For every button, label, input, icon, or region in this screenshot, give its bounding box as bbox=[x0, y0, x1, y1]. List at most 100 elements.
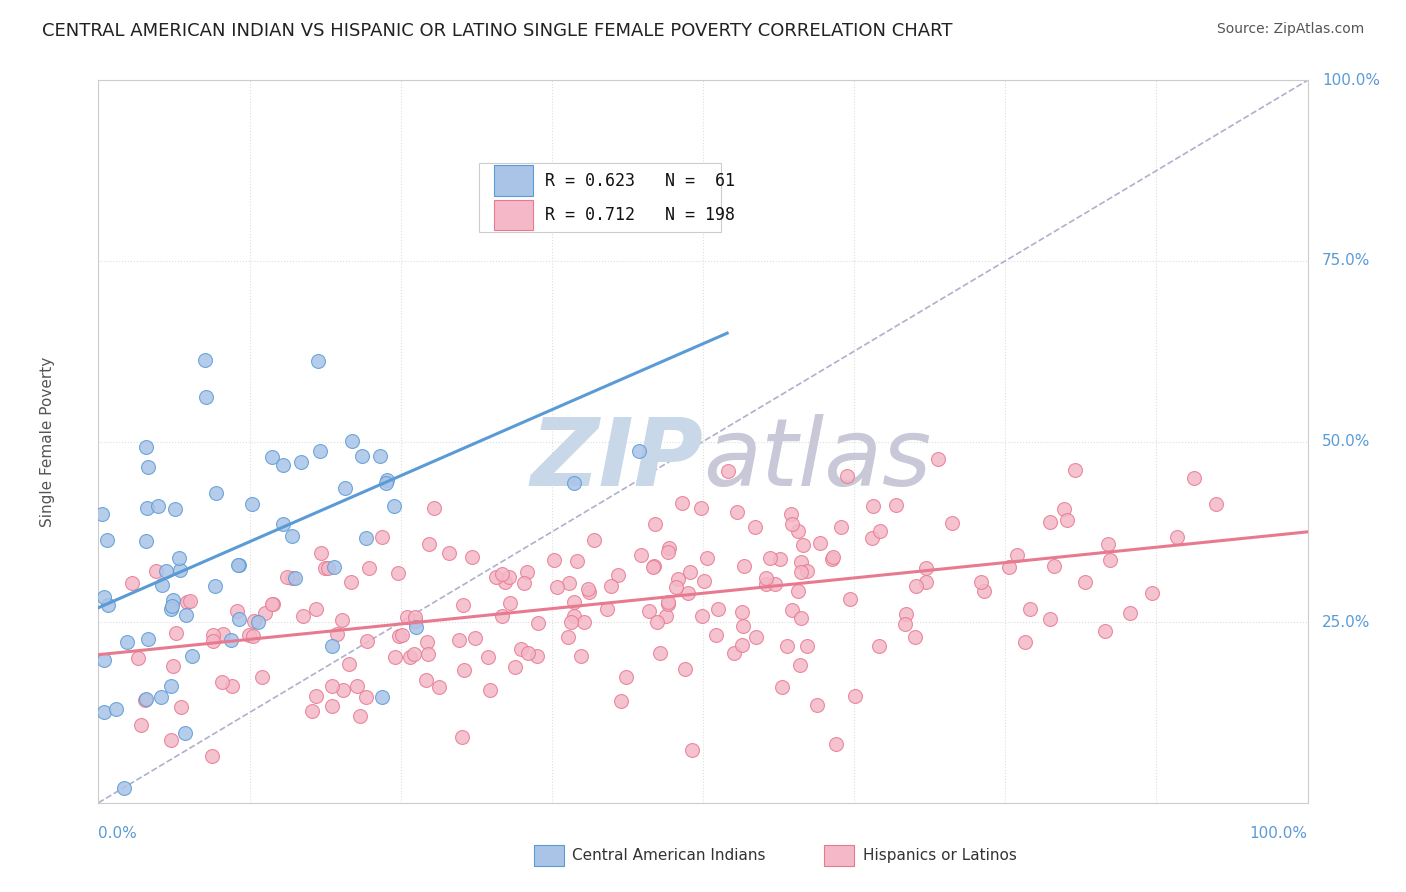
Point bbox=[894, 607, 917, 621]
Point bbox=[583, 533, 606, 547]
Point bbox=[304, 602, 326, 616]
Text: 100.0%: 100.0% bbox=[1322, 73, 1381, 87]
Point bbox=[657, 595, 679, 609]
Point bbox=[786, 524, 808, 539]
Text: R = 0.712   N = 198: R = 0.712 N = 198 bbox=[544, 206, 734, 224]
Text: CENTRAL AMERICAN INDIAN VS HISPANIC OR LATINO SINGLE FEMALE POVERTY CORRELATION : CENTRAL AMERICAN INDIAN VS HISPANIC OR L… bbox=[42, 22, 953, 40]
Point bbox=[174, 607, 197, 622]
Point bbox=[733, 619, 755, 633]
Point bbox=[657, 597, 679, 611]
Point bbox=[330, 613, 353, 627]
Point bbox=[679, 566, 702, 580]
Point bbox=[491, 609, 513, 624]
Point bbox=[860, 531, 883, 545]
Point bbox=[145, 564, 167, 578]
Point bbox=[1053, 501, 1076, 516]
Point bbox=[136, 632, 159, 647]
Point bbox=[309, 546, 332, 560]
Point bbox=[572, 615, 595, 629]
Point bbox=[260, 450, 283, 464]
FancyBboxPatch shape bbox=[479, 163, 721, 232]
Point bbox=[418, 647, 440, 661]
Point bbox=[402, 647, 425, 661]
Point bbox=[869, 524, 891, 538]
Point bbox=[599, 579, 621, 593]
Point bbox=[731, 638, 754, 652]
Point bbox=[1005, 548, 1028, 562]
Point bbox=[1098, 553, 1121, 567]
Point bbox=[610, 693, 633, 707]
Point bbox=[121, 576, 143, 591]
Point bbox=[733, 558, 755, 573]
Point bbox=[169, 563, 191, 577]
Point bbox=[681, 743, 703, 757]
Point bbox=[242, 614, 264, 628]
Point bbox=[195, 390, 218, 404]
Point bbox=[112, 781, 135, 796]
Point bbox=[1014, 635, 1036, 649]
Point bbox=[321, 639, 343, 653]
Point bbox=[789, 658, 811, 673]
Point bbox=[1166, 531, 1188, 545]
Point bbox=[276, 570, 298, 584]
Point bbox=[104, 702, 127, 716]
Point bbox=[1118, 607, 1140, 621]
Point bbox=[1205, 497, 1227, 511]
Point bbox=[644, 516, 666, 531]
FancyBboxPatch shape bbox=[824, 845, 855, 866]
Point bbox=[569, 648, 592, 663]
Point bbox=[382, 499, 405, 513]
Point bbox=[301, 704, 323, 718]
Point bbox=[837, 469, 859, 483]
Point bbox=[780, 507, 803, 521]
Point bbox=[796, 564, 818, 578]
Point bbox=[1019, 602, 1042, 616]
Point bbox=[136, 500, 159, 515]
Point bbox=[884, 498, 907, 512]
Point bbox=[135, 533, 157, 548]
Point bbox=[477, 649, 499, 664]
Point bbox=[281, 570, 304, 584]
Point bbox=[503, 660, 526, 674]
Text: 0.0%: 0.0% bbox=[98, 826, 138, 841]
Point bbox=[96, 533, 118, 547]
Text: 25.0%: 25.0% bbox=[1322, 615, 1371, 630]
Point bbox=[676, 586, 699, 600]
Point bbox=[451, 598, 474, 612]
Point bbox=[93, 653, 115, 667]
Point bbox=[205, 486, 228, 500]
Text: 100.0%: 100.0% bbox=[1250, 826, 1308, 841]
Point bbox=[253, 607, 276, 621]
Point bbox=[204, 579, 226, 593]
Point bbox=[93, 590, 115, 604]
Point bbox=[356, 634, 378, 648]
Point bbox=[180, 648, 202, 663]
Point bbox=[404, 610, 426, 624]
Point bbox=[546, 580, 568, 594]
Point bbox=[759, 551, 782, 566]
Point bbox=[453, 663, 475, 677]
Point bbox=[405, 619, 427, 633]
Point bbox=[449, 632, 471, 647]
Point bbox=[810, 535, 832, 549]
Point bbox=[238, 628, 260, 642]
Point bbox=[307, 353, 329, 368]
Text: Central American Indians: Central American Indians bbox=[572, 848, 766, 863]
Point bbox=[755, 571, 778, 585]
Point bbox=[240, 497, 263, 511]
Point bbox=[904, 630, 927, 644]
Point bbox=[225, 604, 247, 618]
Point bbox=[706, 601, 728, 615]
Point bbox=[494, 575, 516, 590]
Point bbox=[641, 560, 664, 574]
Point bbox=[350, 449, 373, 463]
Point bbox=[368, 449, 391, 463]
Point bbox=[1056, 513, 1078, 527]
Point bbox=[1064, 463, 1087, 477]
Point bbox=[607, 568, 630, 582]
Point bbox=[134, 693, 156, 707]
Point bbox=[194, 353, 217, 368]
Point bbox=[763, 576, 786, 591]
Point bbox=[333, 481, 356, 495]
Point bbox=[543, 553, 565, 567]
